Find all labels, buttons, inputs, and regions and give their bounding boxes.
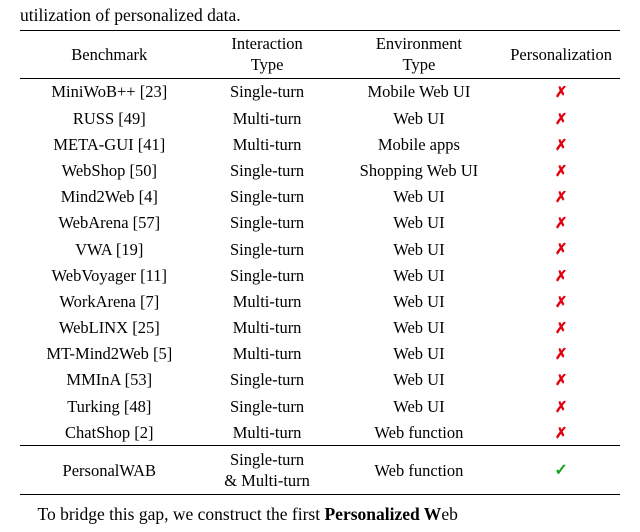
cell-benchmark: Turking [48] xyxy=(20,393,199,419)
cell-personalization: ✗ xyxy=(502,341,620,367)
header-row: Benchmark Interaction Type Environment T… xyxy=(20,30,620,78)
x-icon: ✗ xyxy=(555,163,568,180)
cell-interaction: Single-turn xyxy=(199,262,336,288)
cell-interaction: Multi-turn xyxy=(199,105,336,131)
cell-personalization: ✗ xyxy=(502,288,620,314)
table-row: PersonalWAB Single-turn & Multi-turn Web… xyxy=(20,446,620,494)
cell-environment: Web UI xyxy=(336,210,503,236)
cell-environment: Web UI xyxy=(336,341,503,367)
cell-environment: Web UI xyxy=(336,262,503,288)
table-row: WebShop [50] Single-turn Shopping Web UI… xyxy=(20,157,620,183)
cell-interaction: Single-turn xyxy=(199,367,336,393)
cell-benchmark: RUSS [49] xyxy=(20,105,199,131)
cell-benchmark: META-GUI [41] xyxy=(20,131,199,157)
cell-personalization: ✗ xyxy=(502,157,620,183)
cell-benchmark: WebLINX [25] xyxy=(20,315,199,341)
cell-personalization: ✗ xyxy=(502,262,620,288)
table-row: WebLINX [25] Multi-turn Web UI ✗ xyxy=(20,315,620,341)
x-icon: ✗ xyxy=(555,425,568,442)
cell-environment: Web function xyxy=(336,446,503,494)
col-personalization: Personalization xyxy=(502,30,620,78)
cell-interaction: Single-turn xyxy=(199,157,336,183)
cell-benchmark: MiniWoB++ [23] xyxy=(20,78,199,105)
cell-interaction: Multi-turn xyxy=(199,419,336,446)
cell-personalization: ✗ xyxy=(502,315,620,341)
cell-interaction: Single-turn xyxy=(199,78,336,105)
table-row: ChatShop [2] Multi-turn Web function ✗ xyxy=(20,419,620,446)
x-icon: ✗ xyxy=(555,241,568,258)
cell-environment: Web UI xyxy=(336,367,503,393)
cell-environment: Web UI xyxy=(336,236,503,262)
cell-environment: Web UI xyxy=(336,184,503,210)
x-icon: ✗ xyxy=(555,215,568,232)
x-icon: ✗ xyxy=(555,372,568,389)
table-row: WorkArena [7] Multi-turn Web UI ✗ xyxy=(20,288,620,314)
text-fragment-top: utilization of personalized data. xyxy=(20,4,620,28)
x-icon: ✗ xyxy=(555,399,568,416)
table-row: Turking [48] Single-turn Web UI ✗ xyxy=(20,393,620,419)
cell-interaction: Single-turn xyxy=(199,393,336,419)
cell-interaction: Multi-turn xyxy=(199,288,336,314)
cell-personalization: ✗ xyxy=(502,367,620,393)
cell-benchmark: MT-Mind2Web [5] xyxy=(20,341,199,367)
col-environment: Environment Type xyxy=(336,30,503,78)
cell-benchmark: Mind2Web [4] xyxy=(20,184,199,210)
check-icon: ✓ xyxy=(554,462,567,479)
cell-personalization: ✗ xyxy=(502,210,620,236)
col-interaction: Interaction Type xyxy=(199,30,336,78)
cell-personalization: ✗ xyxy=(502,131,620,157)
cell-personalization: ✗ xyxy=(502,419,620,446)
cell-interaction: Single-turn & Multi-turn xyxy=(199,446,336,494)
cell-benchmark: WebShop [50] xyxy=(20,157,199,183)
cell-personalization: ✗ xyxy=(502,105,620,131)
table-body: MiniWoB++ [23] Single-turn Mobile Web UI… xyxy=(20,78,620,494)
x-icon: ✗ xyxy=(555,84,568,101)
table-row: WebArena [57] Single-turn Web UI ✗ xyxy=(20,210,620,236)
x-icon: ✗ xyxy=(555,189,568,206)
cell-personalization: ✗ xyxy=(502,184,620,210)
col-benchmark: Benchmark xyxy=(20,30,199,78)
cell-environment: Mobile apps xyxy=(336,131,503,157)
cell-personalization: ✗ xyxy=(502,393,620,419)
cell-benchmark: WebArena [57] xyxy=(20,210,199,236)
cell-interaction: Multi-turn xyxy=(199,131,336,157)
table-row: Mind2Web [4] Single-turn Web UI ✗ xyxy=(20,184,620,210)
cell-environment: Web UI xyxy=(336,288,503,314)
text-fragment-bottom: To bridge this gap, we construct the fir… xyxy=(20,503,620,527)
x-icon: ✗ xyxy=(555,320,568,337)
cell-environment: Mobile Web UI xyxy=(336,78,503,105)
x-icon: ✗ xyxy=(555,137,568,154)
cell-interaction: Single-turn xyxy=(199,210,336,236)
x-icon: ✗ xyxy=(555,111,568,128)
cell-benchmark: WebVoyager [11] xyxy=(20,262,199,288)
cell-environment: Web UI xyxy=(336,315,503,341)
table-row: MT-Mind2Web [5] Multi-turn Web UI ✗ xyxy=(20,341,620,367)
cell-benchmark: VWA [19] xyxy=(20,236,199,262)
table-row: MMInA [53] Single-turn Web UI ✗ xyxy=(20,367,620,393)
x-icon: ✗ xyxy=(555,268,568,285)
cell-personalization: ✓ xyxy=(502,446,620,494)
x-icon: ✗ xyxy=(555,346,568,363)
cell-environment: Shopping Web UI xyxy=(336,157,503,183)
cell-interaction: Multi-turn xyxy=(199,341,336,367)
table-row: WebVoyager [11] Single-turn Web UI ✗ xyxy=(20,262,620,288)
cell-environment: Web function xyxy=(336,419,503,446)
cell-environment: Web UI xyxy=(336,393,503,419)
table-row: VWA [19] Single-turn Web UI ✗ xyxy=(20,236,620,262)
cell-personalization: ✗ xyxy=(502,78,620,105)
cell-interaction: Multi-turn xyxy=(199,315,336,341)
cell-interaction: Single-turn xyxy=(199,184,336,210)
cell-benchmark: PersonalWAB xyxy=(20,446,199,494)
table-row: META-GUI [41] Multi-turn Mobile apps ✗ xyxy=(20,131,620,157)
cell-personalization: ✗ xyxy=(502,236,620,262)
cell-environment: Web UI xyxy=(336,105,503,131)
cell-benchmark: ChatShop [2] xyxy=(20,419,199,446)
benchmarks-table: Benchmark Interaction Type Environment T… xyxy=(20,30,620,495)
cell-benchmark: MMInA [53] xyxy=(20,367,199,393)
x-icon: ✗ xyxy=(555,294,568,311)
cell-benchmark: WorkArena [7] xyxy=(20,288,199,314)
cell-interaction: Single-turn xyxy=(199,236,336,262)
table-row: RUSS [49] Multi-turn Web UI ✗ xyxy=(20,105,620,131)
table-row: MiniWoB++ [23] Single-turn Mobile Web UI… xyxy=(20,78,620,105)
